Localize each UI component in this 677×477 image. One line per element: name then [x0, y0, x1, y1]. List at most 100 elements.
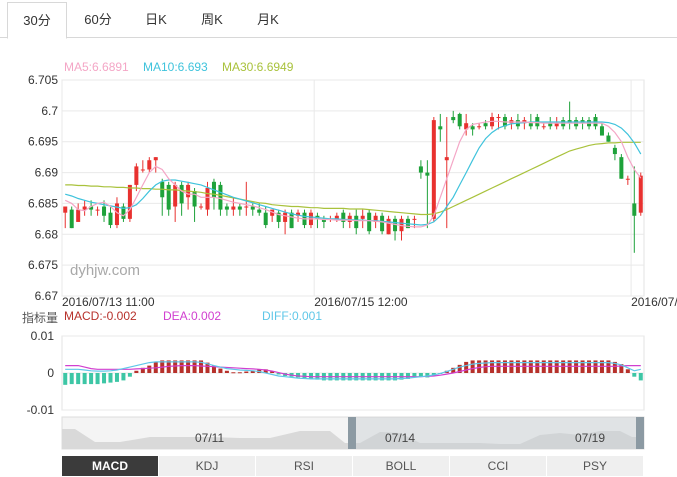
- candle: [95, 206, 100, 216]
- macd-bar: [114, 373, 119, 382]
- indicator-tab-cci[interactable]: CCI: [450, 456, 547, 476]
- range-navigator[interactable]: 07/11 07/14 07/19: [0, 415, 677, 451]
- candle: [470, 123, 475, 136]
- candle-body: [127, 184, 132, 219]
- macd-bar: [121, 373, 126, 381]
- macd-bar: [192, 360, 197, 373]
- candle: [289, 209, 294, 229]
- x-tick-label: 2016/07/19 13:30: [631, 295, 677, 309]
- candle-body: [638, 175, 643, 213]
- indicator-tab-rsi[interactable]: RSI: [256, 456, 353, 476]
- macd-bar: [625, 369, 630, 373]
- macd-grid: [61, 335, 645, 411]
- candle-body: [134, 166, 139, 185]
- x-tick-label: 2016/07/13 11:00: [62, 295, 155, 309]
- candle-body: [599, 126, 604, 136]
- candlestick-chart[interactable]: 6.705 6.7 6.695 6.69 6.685 6.68 6.675 6.67 dyhj…: [0, 0, 677, 330]
- candle-body: [425, 172, 430, 176]
- macd-bar: [237, 372, 242, 374]
- candle-body: [477, 126, 482, 128]
- macd-bar: [173, 360, 178, 373]
- candle: [127, 184, 132, 222]
- y-tick-label: 6.7: [41, 104, 58, 118]
- indicator-tab-kdj[interactable]: KDJ: [159, 456, 256, 476]
- dea-legend: DEA:0.002: [163, 309, 222, 323]
- y-tick-label: 6.705: [28, 73, 58, 87]
- candle-body: [276, 212, 281, 222]
- candle: [192, 188, 197, 222]
- candle-body: [192, 191, 197, 207]
- moving-averages: [64, 120, 642, 228]
- candle: [451, 110, 456, 124]
- macd-bar: [89, 373, 94, 385]
- candle: [367, 209, 372, 235]
- candles: [63, 101, 643, 253]
- candle-body: [444, 157, 449, 161]
- candle: [76, 203, 81, 222]
- candle: [257, 203, 262, 216]
- candle-body: [431, 120, 436, 219]
- candle-body: [612, 147, 617, 155]
- macd-bar: [619, 364, 624, 373]
- macd-bar: [231, 372, 236, 374]
- navigator-handle-right[interactable]: [636, 417, 644, 449]
- macd-bar: [140, 367, 145, 373]
- candle: [619, 154, 624, 179]
- tab-30min[interactable]: 30分: [7, 2, 67, 39]
- macd-bar: [102, 373, 107, 384]
- candle-body: [554, 123, 559, 127]
- dea-line: [65, 364, 641, 378]
- macd-bar: [211, 365, 216, 373]
- macd-legend: MACD:-0.002: [64, 309, 137, 323]
- candle-body: [108, 212, 113, 226]
- candle: [438, 113, 443, 142]
- macd-bar: [63, 373, 68, 385]
- candle-body: [632, 203, 637, 216]
- candle-body: [483, 123, 488, 127]
- candle: [386, 215, 391, 235]
- macd-bar: [108, 373, 113, 383]
- candle: [140, 160, 145, 173]
- macd-bar: [425, 373, 430, 378]
- candle: [199, 203, 204, 210]
- tab-60min[interactable]: 60分: [84, 12, 112, 27]
- navigator-date-2: 07/14: [385, 431, 415, 445]
- tab-weekly[interactable]: 周K: [201, 12, 223, 27]
- candle: [341, 209, 346, 229]
- candle: [464, 113, 469, 136]
- candle-body: [496, 117, 501, 119]
- candle-body: [76, 209, 81, 222]
- main-x-axis: 2016/07/13 11:00 2016/07/15 12:00 2016/07/…: [62, 295, 677, 309]
- ma10-legend: MA10:6.693: [143, 60, 208, 74]
- candle: [237, 203, 242, 216]
- tab-daily[interactable]: 日K: [145, 12, 167, 27]
- macd-bar: [302, 373, 307, 379]
- indicator-tab-boll[interactable]: BOLL: [353, 456, 450, 476]
- macd-chart[interactable]: 0.01 0 -0.01: [0, 322, 677, 418]
- navigator-window[interactable]: [352, 417, 640, 449]
- candle: [399, 215, 404, 241]
- macd-bar: [82, 373, 87, 385]
- candle-body: [464, 123, 469, 130]
- candle-body: [360, 215, 365, 219]
- candle-body: [438, 126, 443, 130]
- candle-body: [321, 218, 326, 222]
- navigator-handle-left[interactable]: [348, 417, 356, 449]
- candle: [393, 215, 398, 241]
- candle: [134, 163, 139, 192]
- candle-body: [69, 209, 74, 229]
- candle: [186, 181, 191, 210]
- tab-monthly[interactable]: 月K: [257, 12, 279, 27]
- candle-body: [418, 166, 423, 173]
- candle: [121, 203, 126, 222]
- candle-body: [347, 215, 352, 222]
- candle: [606, 132, 611, 142]
- candle: [638, 172, 643, 216]
- macd-bar: [470, 360, 475, 373]
- macd-lines: [65, 361, 641, 380]
- candle: [276, 209, 281, 229]
- candle-body: [296, 212, 301, 216]
- indicator-tab-macd[interactable]: MACD: [62, 456, 159, 476]
- indicator-tab-psy[interactable]: PSY: [547, 456, 644, 476]
- navigator-date-1: 07/11: [195, 431, 224, 445]
